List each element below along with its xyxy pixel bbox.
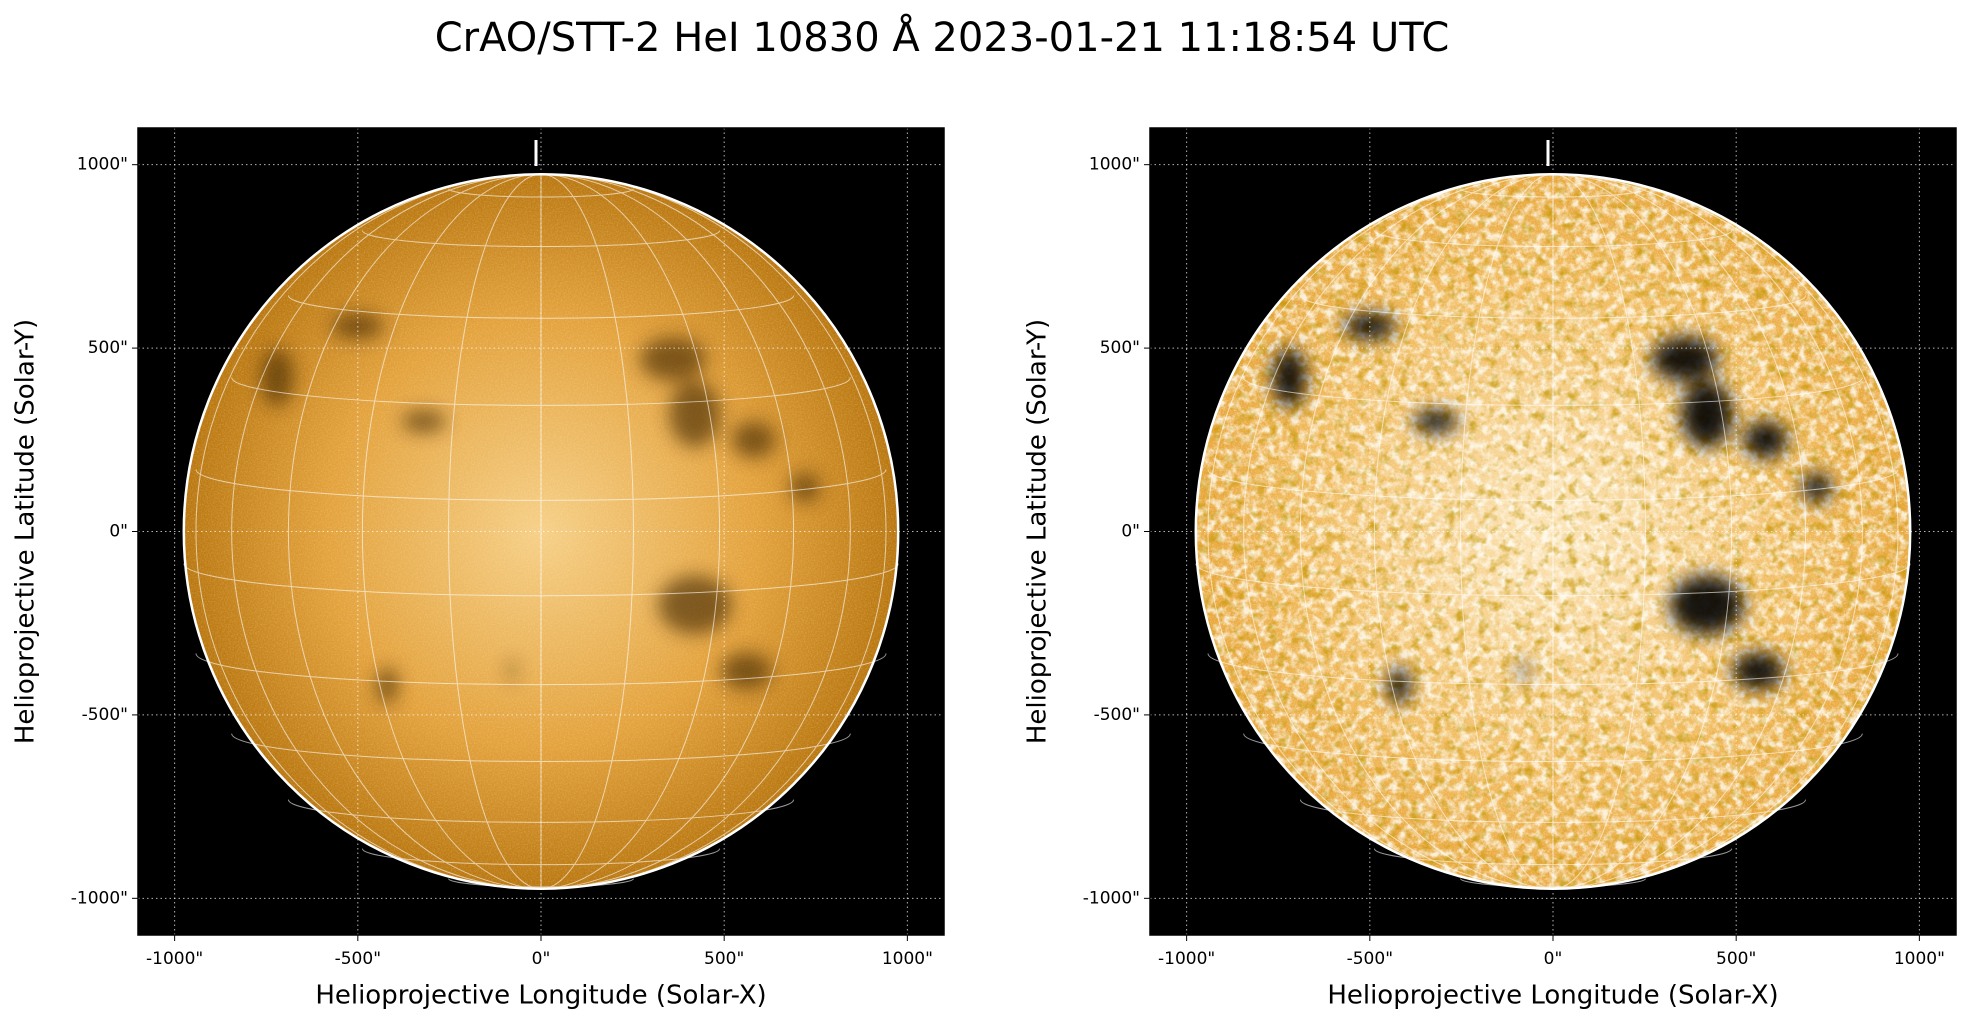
dark-feature xyxy=(1743,421,1788,459)
dark-feature xyxy=(508,659,516,682)
filaments xyxy=(260,313,820,704)
figure-title: CrAO/STT-2 HeI 10830 Å 2023-01-21 11:18:… xyxy=(435,13,1450,61)
y-axis-label: Helioprojective Latitude (Solar-Y) xyxy=(11,319,41,744)
x-tick-label: -500" xyxy=(1347,949,1393,969)
longitude-line xyxy=(361,173,542,890)
y-tick-label: -500" xyxy=(82,705,128,725)
dark-feature xyxy=(790,472,820,503)
y-tick-label: -1000" xyxy=(1083,888,1140,908)
dark-feature xyxy=(1272,348,1306,407)
longitude-line xyxy=(540,173,795,890)
panel: -1000" -500" 0" 500" 1000" -1000" -500" 0" 500" 1… xyxy=(1023,127,1957,1011)
y-tick-label: 0" xyxy=(109,522,128,542)
x-tick-label: 0" xyxy=(1544,949,1563,969)
axes-frame xyxy=(137,127,945,936)
longitude-line xyxy=(231,173,542,890)
axes-frame xyxy=(1149,127,1957,936)
dark-feature xyxy=(658,575,732,635)
y-axis-label: Helioprojective Latitude (Solar-Y) xyxy=(1023,319,1053,744)
dark-feature xyxy=(1802,472,1832,503)
dark-feature xyxy=(669,381,721,448)
dark-feature xyxy=(1732,652,1784,690)
dark-feature xyxy=(720,652,772,690)
x-tick-label: 1000" xyxy=(1894,949,1945,969)
y-tick-label: 500" xyxy=(88,338,128,358)
north-label: N xyxy=(1554,142,1567,162)
filaments xyxy=(1272,313,1832,704)
y-tick-label: -1000" xyxy=(71,888,128,908)
dark-feature xyxy=(1670,575,1744,635)
dark-feature xyxy=(1413,410,1458,433)
x-tick-label: -1000" xyxy=(146,949,203,969)
dark-feature xyxy=(1520,659,1528,682)
x-tick-label: -1000" xyxy=(1158,949,1215,969)
dark-feature xyxy=(731,421,776,459)
x-tick-label: -500" xyxy=(335,949,381,969)
y-tick-label: 1000" xyxy=(77,155,128,175)
longitude-line xyxy=(287,173,542,890)
x-tick-label: 500" xyxy=(704,949,744,969)
longitude-line xyxy=(1373,173,1554,890)
y-tick-label: -500" xyxy=(1094,705,1140,725)
longitude-line xyxy=(1552,173,1807,890)
x-tick-label: 0" xyxy=(532,949,551,969)
y-tick-label: 0" xyxy=(1121,522,1140,542)
longitude-line xyxy=(195,173,542,890)
x-axis-label: Helioprojective Longitude (Solar-X) xyxy=(1327,981,1778,1011)
x-tick-label: 1000" xyxy=(882,949,933,969)
x-axis-label: Helioprojective Longitude (Solar-X) xyxy=(315,981,766,1011)
y-tick-label: 1000" xyxy=(1089,155,1140,175)
dark-feature xyxy=(1651,337,1718,382)
dark-feature xyxy=(260,348,294,407)
dark-feature xyxy=(1681,381,1733,448)
dark-feature xyxy=(639,337,706,382)
y-tick-label: 500" xyxy=(1100,338,1140,358)
north-label: N xyxy=(542,142,555,162)
panel: -1000" -500" 0" 500" 1000" -1000" -500" 0" 500" 1… xyxy=(11,127,945,1011)
annotation: B0 = -5.13 xyxy=(146,148,238,168)
longitude-line xyxy=(1243,173,1554,890)
annotation: B0 = -5.13 xyxy=(1158,148,1250,168)
x-tick-label: 500" xyxy=(1716,949,1756,969)
longitude-line xyxy=(1207,173,1554,890)
longitude-line xyxy=(1299,173,1554,890)
dark-feature xyxy=(401,410,446,433)
